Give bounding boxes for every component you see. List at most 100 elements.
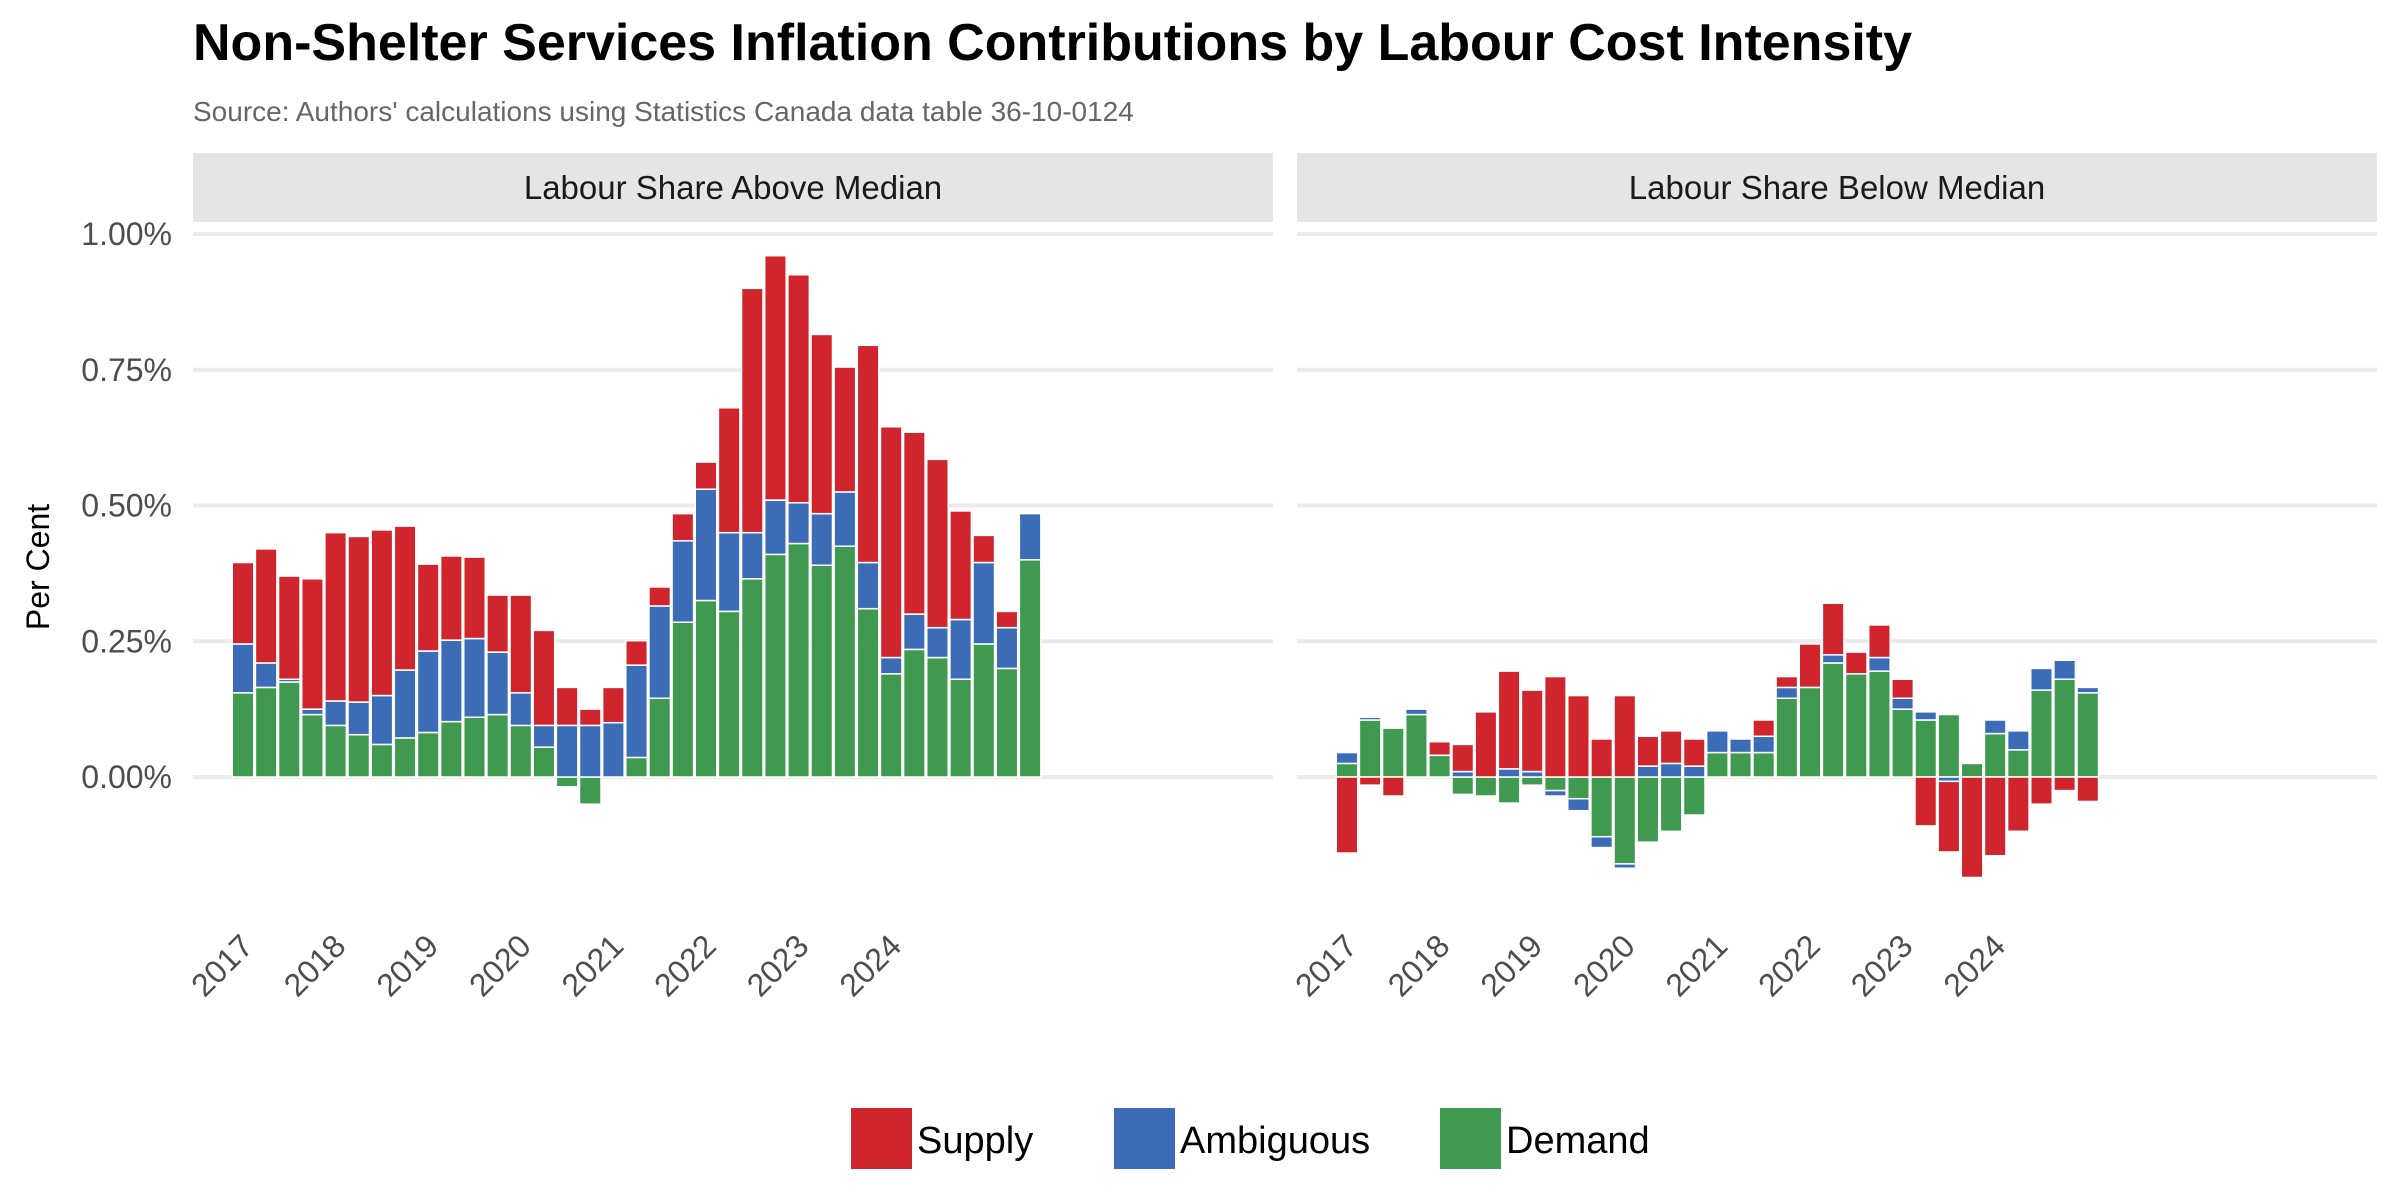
bar-supply — [1659, 730, 1683, 765]
bar-supply — [926, 458, 949, 629]
bar-supply — [1960, 776, 1984, 879]
bar-supply — [763, 254, 787, 501]
bar-demand — [347, 733, 371, 778]
bar-ambiguous — [2076, 686, 2100, 694]
bar-demand — [856, 607, 880, 778]
legend-swatch — [1114, 1108, 1175, 1169]
bar-demand — [763, 553, 787, 778]
bar-demand — [1960, 762, 1984, 778]
chart-subtitle: Source: Authors' calculations using Stat… — [193, 96, 1134, 127]
bar-supply — [439, 555, 463, 641]
bar-supply — [1775, 675, 1799, 689]
bar-supply — [393, 525, 417, 671]
x-tick-label: 2020 — [462, 927, 538, 1003]
bar-demand — [995, 667, 1019, 778]
bar-demand — [1613, 776, 1637, 865]
bar-supply — [1937, 780, 1961, 853]
bar-supply — [1914, 776, 1938, 827]
bar-ambiguous — [486, 651, 510, 716]
bar-demand — [1335, 762, 1359, 778]
bar-demand — [787, 542, 811, 778]
bar-demand — [463, 716, 486, 778]
bar-demand — [532, 746, 556, 778]
bar-ambiguous — [1775, 686, 1799, 700]
bar-supply — [1335, 776, 1359, 854]
bar-demand — [509, 724, 533, 778]
bar-demand — [1729, 751, 1753, 778]
bar-demand — [416, 731, 440, 778]
bar-supply — [1752, 719, 1776, 738]
bar-demand — [1428, 754, 1452, 778]
bar-supply — [347, 535, 371, 703]
bar-supply — [231, 561, 255, 645]
bar-demand — [1474, 776, 1498, 797]
bar-ambiguous — [1567, 797, 1590, 812]
bar-ambiguous — [370, 694, 394, 746]
bar-demand — [2053, 678, 2077, 778]
bar-ambiguous — [2030, 667, 2053, 691]
bar-demand — [1358, 719, 1382, 778]
bar-demand — [717, 610, 741, 778]
bar-demand — [393, 737, 417, 778]
bar-demand — [1983, 732, 2007, 778]
x-tick-label: 2023 — [740, 927, 816, 1003]
bar-supply — [1613, 694, 1637, 778]
legend-swatch — [851, 1108, 912, 1169]
bar-demand — [625, 756, 649, 778]
bar-supply — [532, 629, 556, 727]
bar-demand — [1937, 713, 1961, 778]
bar-supply — [1520, 689, 1544, 773]
bar-ambiguous — [1983, 719, 2007, 735]
bar-supply — [509, 594, 533, 694]
bar-supply — [300, 578, 324, 710]
bar-supply — [324, 531, 348, 702]
bar-supply — [2006, 776, 2030, 833]
bar-ambiguous — [2006, 730, 2030, 751]
legend-item: Demand — [1440, 1108, 1650, 1169]
bar-supply — [995, 610, 1019, 629]
bar-demand — [694, 599, 718, 778]
bar-ambiguous — [810, 512, 834, 566]
bar-demand — [2030, 689, 2053, 778]
bar-ambiguous — [416, 650, 440, 734]
facet-strip — [1297, 153, 2377, 222]
bar-supply — [625, 639, 649, 666]
bar-ambiguous — [856, 561, 880, 610]
bar-ambiguous — [648, 605, 672, 700]
bar-demand — [1497, 776, 1521, 804]
bar-supply — [486, 594, 510, 653]
bar-demand — [1543, 776, 1567, 792]
bar-ambiguous — [1659, 762, 1683, 778]
bar-demand — [578, 776, 602, 805]
bar-ambiguous — [1543, 789, 1567, 797]
bar-supply — [1590, 738, 1614, 778]
bar-ambiguous — [1497, 768, 1521, 778]
bar-ambiguous — [555, 724, 579, 778]
bar-ambiguous — [1705, 730, 1729, 754]
bar-demand — [1705, 751, 1729, 778]
x-tick-label: 2018 — [1381, 927, 1457, 1003]
legend-swatch — [1440, 1108, 1501, 1169]
bar-supply — [740, 287, 764, 534]
bar-demand — [324, 724, 348, 778]
legend-label: Supply — [917, 1120, 1033, 1162]
bar-supply — [2030, 776, 2053, 805]
bar-demand — [439, 720, 463, 778]
y-tick-label: 0.50% — [81, 488, 172, 524]
bar-supply — [1497, 670, 1521, 770]
bar-ambiguous — [463, 637, 486, 719]
bar-ambiguous — [1636, 765, 1660, 778]
bar-supply — [1798, 643, 1822, 689]
bar-supply — [1567, 694, 1590, 778]
bar-ambiguous — [671, 540, 695, 623]
x-tick-label: 2024 — [832, 927, 908, 1003]
bar-ambiguous — [926, 626, 949, 659]
bar-demand — [300, 713, 324, 778]
bar-ambiguous — [902, 613, 926, 651]
bar-supply — [254, 548, 278, 664]
bar-demand — [1659, 776, 1683, 833]
bar-demand — [648, 697, 672, 778]
bar-ambiguous — [231, 643, 255, 694]
